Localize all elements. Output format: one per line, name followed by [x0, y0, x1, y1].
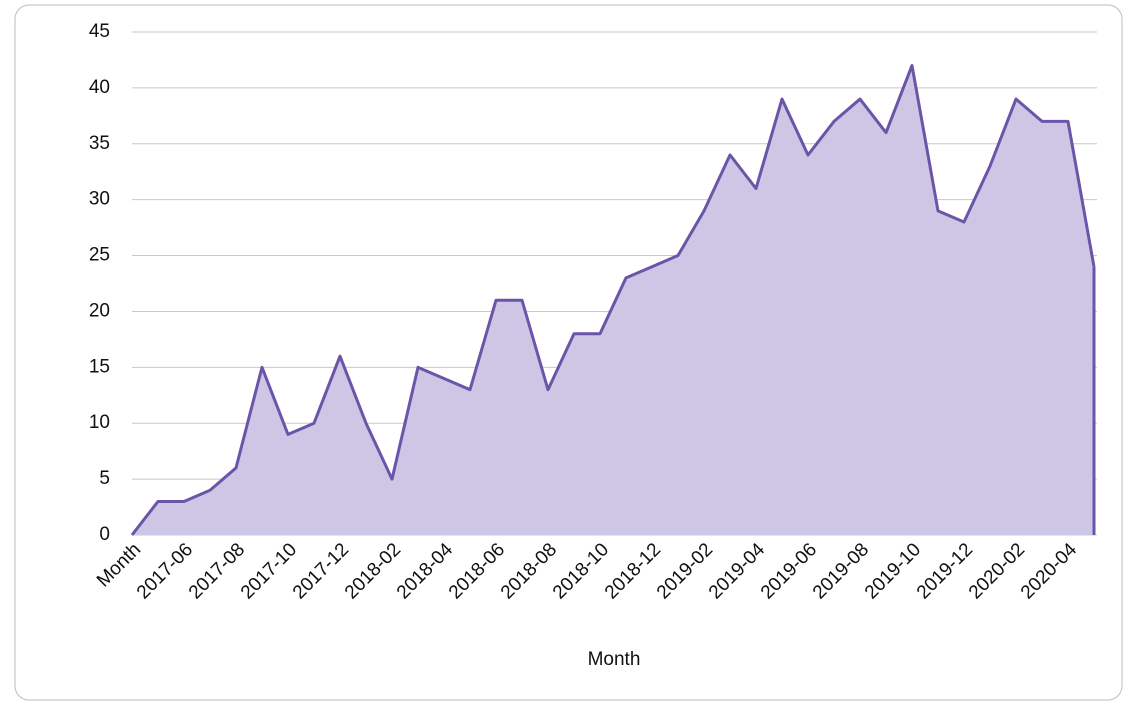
area-fill [132, 65, 1094, 536]
y-tick-label: 5 [99, 468, 110, 489]
y-tick-label: 20 [89, 300, 110, 321]
y-tick-label: 0 [99, 524, 110, 545]
area-line [130, 64, 1096, 536]
x-axis-title: Month [588, 649, 641, 670]
y-tick-label: 45 [89, 21, 110, 42]
y-tick-label: 15 [89, 356, 110, 377]
y-tick-label: 10 [89, 412, 110, 433]
y-tick-label: 25 [89, 245, 110, 266]
y-tick-label: 35 [89, 133, 110, 154]
y-tick-label: 40 [89, 77, 110, 98]
y-tick-label: 30 [89, 189, 110, 210]
